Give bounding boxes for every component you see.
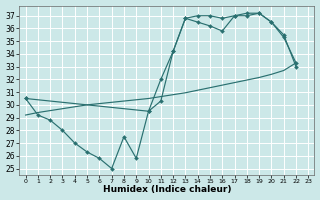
X-axis label: Humidex (Indice chaleur): Humidex (Indice chaleur) — [103, 185, 231, 194]
